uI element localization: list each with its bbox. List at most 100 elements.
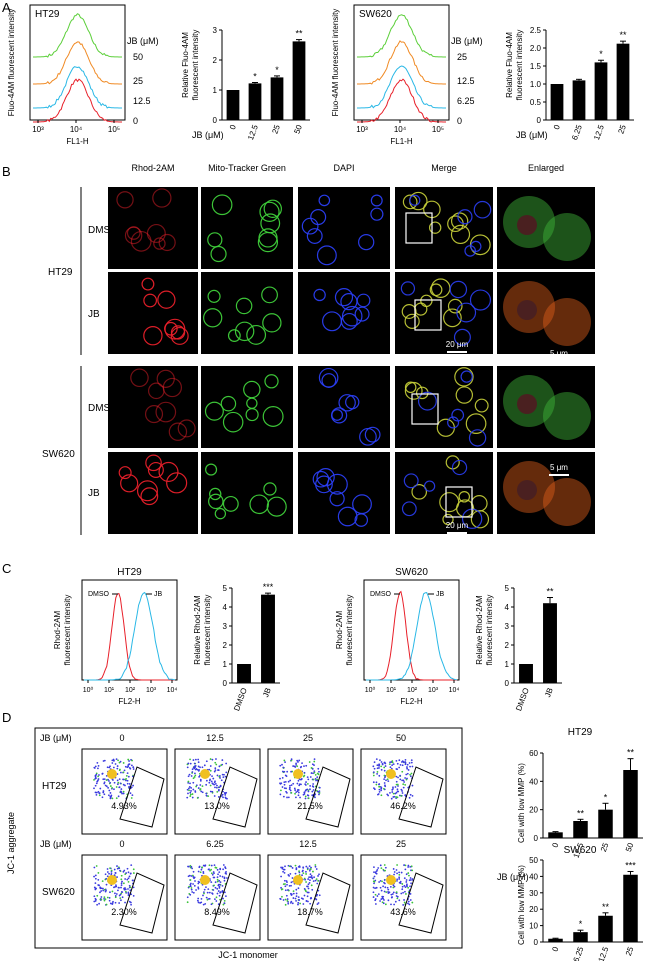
d-sw620-dot [313,876,315,879]
d-sw620-dot [316,882,319,885]
c-ht29-bar-x-tick-label: JB [261,687,273,699]
d-sw620-dot [197,897,200,900]
a-ht29-jb-header: JB (μM) [127,36,159,46]
b-nucleus-merge [456,302,477,323]
d-sw620-dot [118,902,121,904]
b-image-0-4 [497,187,595,269]
d-sw620-dot [208,864,211,867]
b-zoom-box [411,393,439,425]
b-nucleus-merge [469,289,492,311]
d-sw620-dot [100,890,103,892]
c-sw620-bar-y-tick-label: 0 [505,679,510,688]
d-sw620-dot [407,872,410,874]
d-sw620-dot [128,875,131,878]
d-sw620-dot [101,887,104,890]
d-sw620-dot [372,886,375,889]
b-cell [318,367,339,388]
b-cell [168,422,188,441]
d-ht29-dot [224,796,227,799]
d-ht29-dot [215,786,218,789]
d-sw620-dot [401,888,404,891]
d-ht29-dot [199,784,202,786]
d-sw620-dot [283,871,286,874]
d-sw620-dot [117,889,119,892]
d-sw620-dot [389,885,392,888]
a-ht29-histogram-1 [33,41,122,85]
d-ht29-dot [305,764,308,767]
b-cell [227,329,241,342]
d-ht29-dot [280,789,282,792]
d-ht29-dot [192,781,195,784]
d-sw620-dot [288,875,291,877]
a-sw620-jb-label: 12.5 [457,76,475,86]
b-enlarged-nucleus [517,480,537,500]
d-sw620-dot [318,894,321,897]
d-sw620-dot [223,879,226,882]
b-cell-merge [404,313,420,329]
d-sw620-dot [307,891,310,894]
d-sw620-dot [129,886,132,889]
a-ht29-hist-xlabel: FL1-H [66,137,88,146]
b-image-2-3 [395,366,493,448]
d-ht29-dot [317,767,320,770]
d-sw620-dot [288,884,291,887]
a-ht29-histogram-2 [33,66,122,109]
c-ht29-hist-tick-label: 10⁰ [83,686,94,694]
d-sw620-dot [190,887,193,889]
d-ht29-dot [406,777,408,780]
d-sw620-dot [383,890,386,893]
c-ht29-bar-y-tick-label: 5 [223,584,228,593]
d-ht29-dot [384,765,387,767]
d-sw620-dot [382,885,385,888]
d-ht29-dot [113,788,115,791]
d-ht29-dot [307,794,310,797]
d-sw620-dot [405,881,408,883]
d-ht29-dot [306,776,309,779]
d-sw620-dot [105,903,108,906]
d-ht29-dot [284,780,287,783]
b-cell [263,199,282,218]
b-cell [334,288,354,307]
b-column-header: Enlarged [528,163,564,173]
d-ht29-dot [313,760,316,763]
d-ht29-dot [388,763,391,766]
b-image-2-1 [201,366,293,448]
d-ht29-dot [97,779,99,782]
d-sw620-bar-y-tick-label: 20 [529,905,538,914]
d-ht29-dot [314,796,316,799]
b-image-1-2 [298,272,390,354]
a-sw620-hist-tick-label: 10³ [356,125,368,134]
d-sw620-dot [213,884,215,887]
d-sw620-dot [216,868,219,871]
d-ht29-dot [214,786,216,789]
d-ht29-dot [389,761,391,764]
d-ht29-dot [392,787,394,790]
d-sw620-dot [219,898,222,901]
d-sw620-dot [392,891,395,894]
d-sw620-dot [406,883,408,886]
d-sw620-dot [187,865,190,868]
d-sw620-dot [396,878,399,881]
d-sw620-dot [206,898,209,901]
d-sw620-dot [309,868,312,870]
d-sw620-dot [393,873,395,876]
a-sw620-hist-xlabel: FL1-H [390,137,412,146]
d-sw620-dot [121,896,124,899]
d-sw620-dot [219,875,222,877]
d-ht29-dot [406,766,408,768]
d-sw620-dot [381,880,383,883]
d-sw620-dot [186,896,189,899]
d-sw620-dot [94,897,97,900]
b-nucleus-merge [457,209,473,225]
d-sw620-dot [122,870,125,873]
b-image-1-4 [497,272,595,354]
d-ht29-dot [407,769,410,771]
d-ht29-dot [98,794,101,797]
d-ht29-dot [283,787,286,790]
a-ht29-bar-x-tick-label: 12.5 [246,123,260,141]
d-ht29-dot [192,777,195,780]
d-ht29-dot [303,791,306,794]
a-sw620-bar-x-tick-label: 25 [616,123,628,135]
b-nucleus-merge [417,391,437,411]
d-ht29-dot [296,765,299,768]
